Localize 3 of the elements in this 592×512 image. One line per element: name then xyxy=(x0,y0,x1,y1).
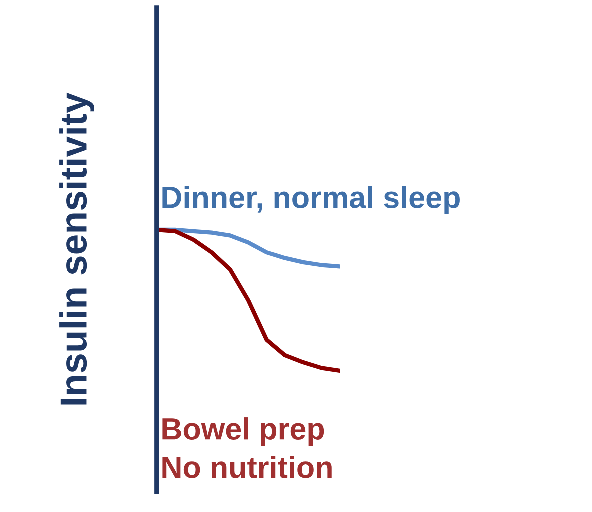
y-axis-title: Insulin sensitivity xyxy=(60,92,94,405)
series-label: Bowel prep No nutrition xyxy=(162,418,332,478)
series-label: Dinner, normal sleep xyxy=(162,186,460,214)
